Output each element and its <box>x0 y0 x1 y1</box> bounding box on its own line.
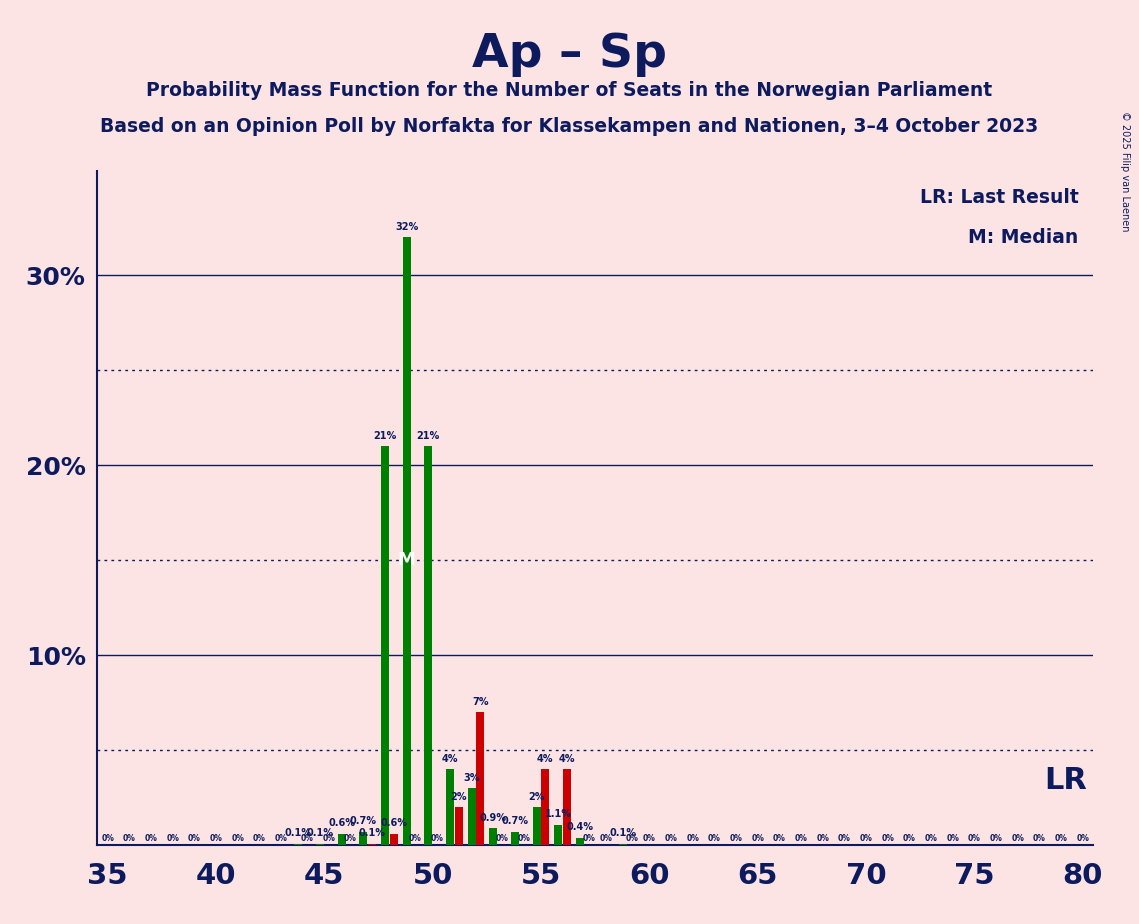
Text: 32%: 32% <box>395 222 418 232</box>
Text: 0%: 0% <box>274 833 287 843</box>
Bar <box>555 824 563 845</box>
Text: 0%: 0% <box>925 833 937 843</box>
Text: 0%: 0% <box>409 833 421 843</box>
Bar <box>620 844 628 845</box>
Bar <box>541 770 549 845</box>
Text: 0.1%: 0.1% <box>306 828 334 838</box>
Text: 21%: 21% <box>374 431 396 441</box>
Text: 0%: 0% <box>101 833 114 843</box>
Bar <box>402 237 411 845</box>
Text: 0.1%: 0.1% <box>609 828 637 838</box>
Text: 0.7%: 0.7% <box>350 817 377 826</box>
Text: 0%: 0% <box>253 833 265 843</box>
Text: 0%: 0% <box>431 833 443 843</box>
Text: Ap – Sp: Ap – Sp <box>472 32 667 78</box>
Text: 0%: 0% <box>517 833 530 843</box>
Text: LR: LR <box>1044 766 1087 795</box>
Text: 0.6%: 0.6% <box>328 819 355 828</box>
Text: 4%: 4% <box>442 754 458 764</box>
Text: 0%: 0% <box>817 833 829 843</box>
Bar <box>380 446 390 845</box>
Text: 2%: 2% <box>528 792 544 802</box>
Bar <box>359 833 368 845</box>
Bar <box>576 838 584 845</box>
Bar <box>316 844 325 845</box>
Text: 7%: 7% <box>472 697 489 707</box>
Text: 0%: 0% <box>752 833 764 843</box>
Bar <box>476 712 484 845</box>
Text: 0%: 0% <box>231 833 244 843</box>
Text: 0.1%: 0.1% <box>285 828 312 838</box>
Bar <box>563 770 571 845</box>
Text: 0%: 0% <box>625 833 638 843</box>
Text: 0.9%: 0.9% <box>480 813 507 822</box>
Text: 0%: 0% <box>166 833 179 843</box>
Text: 0%: 0% <box>707 833 721 843</box>
Bar <box>294 844 303 845</box>
Text: 0%: 0% <box>860 833 872 843</box>
Text: 0%: 0% <box>838 833 851 843</box>
Text: 0%: 0% <box>1076 833 1089 843</box>
Text: 4%: 4% <box>559 754 575 764</box>
Bar <box>368 844 376 845</box>
Text: 21%: 21% <box>417 431 440 441</box>
Text: 0%: 0% <box>582 833 595 843</box>
Text: 0%: 0% <box>145 833 157 843</box>
Bar <box>511 833 519 845</box>
Text: 0%: 0% <box>947 833 959 843</box>
Text: LR: Last Result: LR: Last Result <box>919 188 1079 207</box>
Bar <box>467 788 476 845</box>
Text: 0%: 0% <box>729 833 743 843</box>
Text: 0%: 0% <box>795 833 808 843</box>
Bar <box>489 828 498 845</box>
Bar <box>454 808 462 845</box>
Bar <box>445 770 454 845</box>
Text: 0%: 0% <box>301 833 313 843</box>
Text: 0%: 0% <box>642 833 656 843</box>
Bar <box>337 834 346 845</box>
Text: 0%: 0% <box>686 833 699 843</box>
Text: 0%: 0% <box>968 833 981 843</box>
Text: 0%: 0% <box>1055 833 1067 843</box>
Text: 1.1%: 1.1% <box>544 808 572 819</box>
Text: M: Median: M: Median <box>968 228 1079 248</box>
Text: 0.4%: 0.4% <box>566 822 593 833</box>
Text: 0%: 0% <box>123 833 136 843</box>
Text: 0%: 0% <box>1033 833 1046 843</box>
Text: © 2025 Filip van Laenen: © 2025 Filip van Laenen <box>1121 111 1130 231</box>
Bar <box>533 808 541 845</box>
Text: Based on an Opinion Poll by Norfakta for Klassekampen and Nationen, 3–4 October : Based on an Opinion Poll by Norfakta for… <box>100 117 1039 137</box>
Text: 0%: 0% <box>664 833 678 843</box>
Text: 0%: 0% <box>903 833 916 843</box>
Text: 0%: 0% <box>188 833 200 843</box>
Text: 0%: 0% <box>210 833 222 843</box>
Text: 0%: 0% <box>599 833 613 843</box>
Text: 0.7%: 0.7% <box>501 817 528 826</box>
Text: 0%: 0% <box>495 833 508 843</box>
Text: 0%: 0% <box>882 833 894 843</box>
Text: 0.6%: 0.6% <box>380 819 407 828</box>
Text: 0%: 0% <box>990 833 1002 843</box>
Text: 3%: 3% <box>464 772 480 783</box>
Bar <box>390 834 398 845</box>
Text: Probability Mass Function for the Number of Seats in the Norwegian Parliament: Probability Mass Function for the Number… <box>147 81 992 101</box>
Text: 0%: 0% <box>344 833 357 843</box>
Text: 0%: 0% <box>773 833 786 843</box>
Text: 0%: 0% <box>1011 833 1024 843</box>
Text: M: M <box>398 551 416 568</box>
Text: 4%: 4% <box>538 754 554 764</box>
Text: 0%: 0% <box>322 833 335 843</box>
Bar <box>424 446 433 845</box>
Text: 0.1%: 0.1% <box>359 828 385 838</box>
Text: 2%: 2% <box>450 792 467 802</box>
